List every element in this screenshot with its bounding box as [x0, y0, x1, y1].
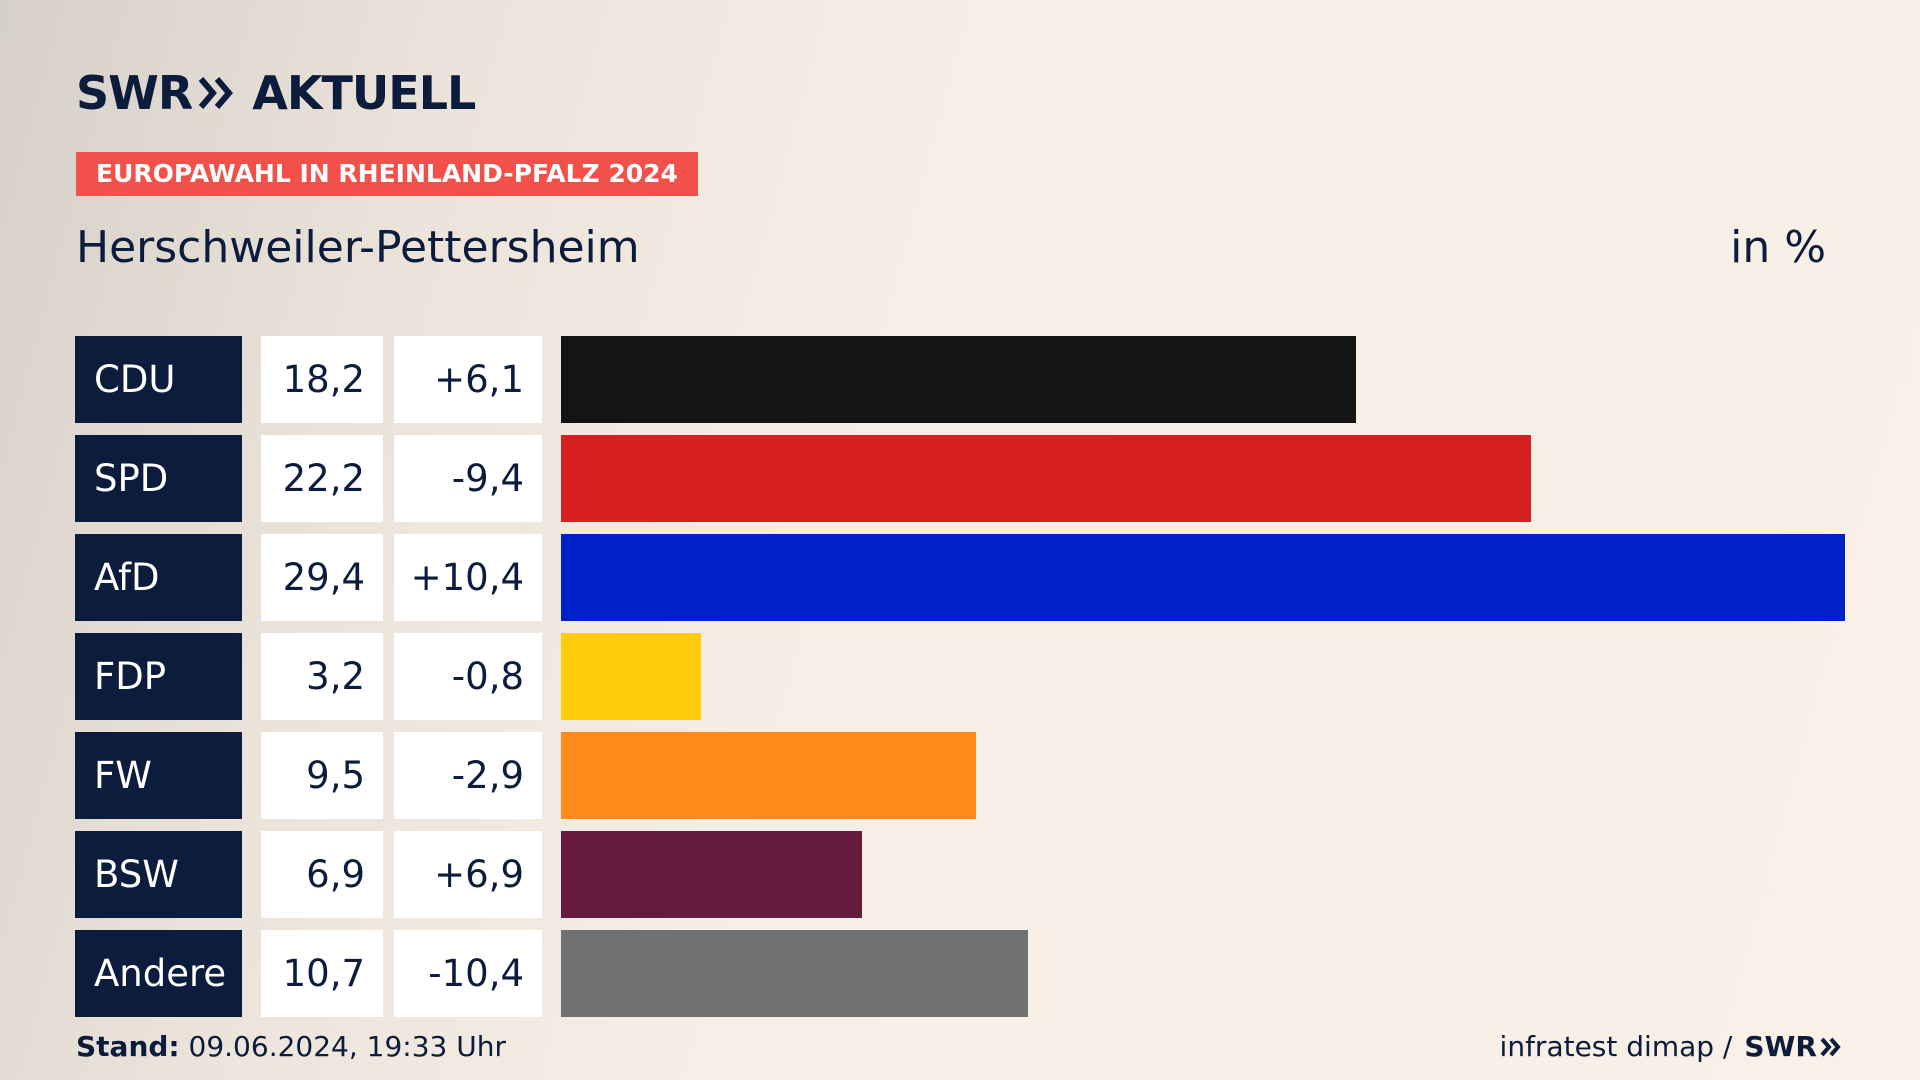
- swr-aktuell-logo: SWR AKTUELL: [76, 66, 476, 120]
- party-label: AfD: [75, 534, 242, 621]
- source-credit: infratest dimap / SWR: [1500, 1030, 1842, 1063]
- vote-change-value: -9,4: [394, 435, 542, 522]
- stand-value: 09.06.2024, 19:33 Uhr: [188, 1030, 506, 1063]
- vote-share-bar: [561, 336, 1356, 423]
- stand-label: Stand:: [76, 1030, 180, 1063]
- place-title: Herschweiler-Pettersheim: [76, 222, 640, 273]
- vote-share-value: 10,7: [261, 930, 383, 1017]
- vote-share-bar: [561, 633, 701, 720]
- party-label: FW: [75, 732, 242, 819]
- party-row: BSW 6,9 +6,9: [0, 831, 1920, 918]
- timestamp: Stand: 09.06.2024, 19:33 Uhr: [76, 1030, 506, 1063]
- vote-share-value: 22,2: [261, 435, 383, 522]
- vote-share-value: 9,5: [261, 732, 383, 819]
- party-label: FDP: [75, 633, 242, 720]
- vote-share-value: 29,4: [261, 534, 383, 621]
- party-label: BSW: [75, 831, 242, 918]
- vote-change-value: -0,8: [394, 633, 542, 720]
- double-chevron-icon: [198, 76, 236, 110]
- vote-change-value: -2,9: [394, 732, 542, 819]
- vote-share-value: 3,2: [261, 633, 383, 720]
- vote-share-bar: [561, 930, 1028, 1017]
- party-row: CDU 18,2 +6,1: [0, 336, 1920, 423]
- logo-aktuell-text: AKTUELL: [252, 66, 476, 120]
- vote-change-value: -10,4: [394, 930, 542, 1017]
- logo-swr-text: SWR: [76, 66, 193, 120]
- vote-share-bar: [561, 732, 976, 819]
- footer-chevron-icon: [1820, 1037, 1841, 1056]
- vote-share-bar: [561, 831, 862, 918]
- unit-label: in %: [1730, 222, 1826, 273]
- party-label: Andere: [75, 930, 242, 1017]
- vote-share-bar: [561, 435, 1531, 522]
- party-row: Andere 10,7 -10,4: [0, 930, 1920, 1017]
- vote-change-value: +6,9: [394, 831, 542, 918]
- swr-footer-logo: SWR: [1744, 1030, 1842, 1063]
- party-row: FW 9,5 -2,9: [0, 732, 1920, 819]
- vote-change-value: +10,4: [394, 534, 542, 621]
- party-row: AfD 29,4 +10,4: [0, 534, 1920, 621]
- vote-change-value: +6,1: [394, 336, 542, 423]
- party-label: CDU: [75, 336, 242, 423]
- vote-share-value: 18,2: [261, 336, 383, 423]
- party-row: SPD 22,2 -9,4: [0, 435, 1920, 522]
- vote-share-bar: [561, 534, 1845, 621]
- election-badge: EUROPAWAHL IN RHEINLAND-PFALZ 2024: [76, 152, 698, 196]
- source-text: infratest dimap /: [1499, 1030, 1733, 1063]
- party-row: FDP 3,2 -0,8: [0, 633, 1920, 720]
- vote-share-value: 6,9: [261, 831, 383, 918]
- party-label: SPD: [75, 435, 242, 522]
- footer-logo-text: SWR: [1744, 1030, 1817, 1063]
